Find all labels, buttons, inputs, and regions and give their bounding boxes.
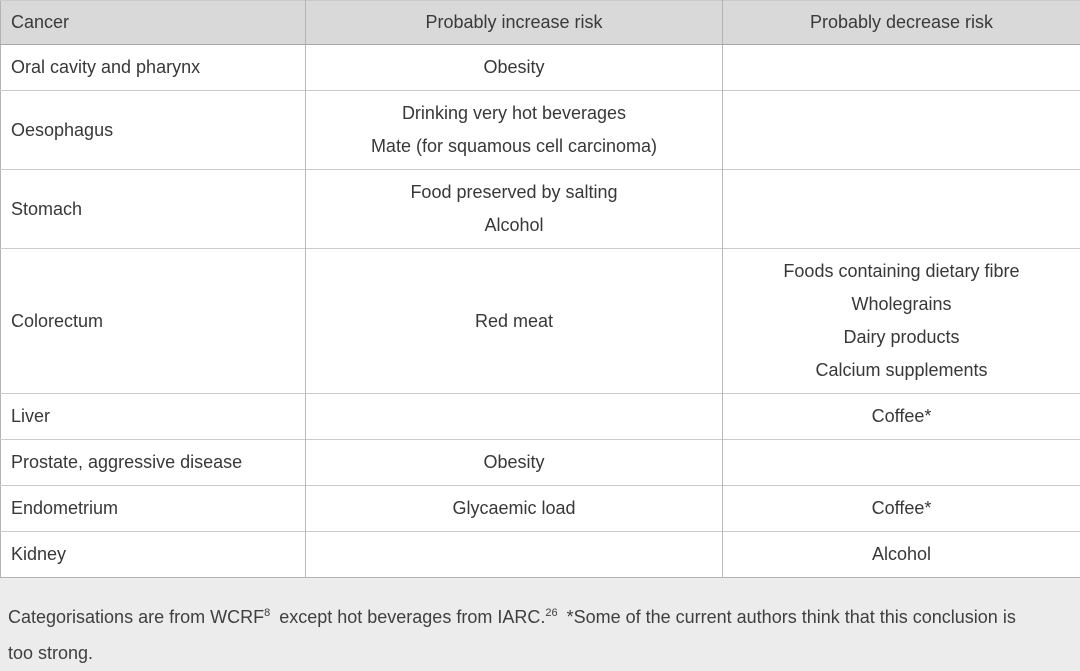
table-row: Kidney Alcohol: [0, 531, 1080, 578]
risk-item: Coffee*: [871, 406, 932, 426]
increase-risk-cell: Red meat: [305, 248, 723, 394]
risk-item: Dairy products: [843, 327, 960, 347]
decrease-risk-cell: [722, 44, 1080, 91]
table-row: Colorectum Red meat Foods containing die…: [0, 248, 1080, 394]
footnote-text-1: Categorisations are from WCRF: [8, 607, 265, 627]
decrease-risk-cell: Coffee*: [722, 485, 1080, 532]
table-row: Oral cavity and pharynx Obesity: [1, 44, 1080, 91]
header-decrease-risk: Probably decrease risk: [722, 0, 1080, 45]
increase-risk-cell: [305, 531, 723, 578]
decrease-risk-cell: [722, 90, 1080, 170]
reference-superscript-8: 8: [264, 607, 271, 619]
table-row: Oesophagus Drinking very hot beverages Ma…: [0, 90, 1080, 170]
risk-item: Mate (for squamous cell carcinoma): [370, 136, 658, 156]
risk-item: Foods containing dietary fibre: [783, 261, 1020, 281]
table-row: Stomach Food preserved by salting Alcohol: [0, 169, 1080, 249]
risk-item: Wholegrains: [851, 294, 952, 314]
cancer-risk-table: Cancer Probably increase risk Probably d…: [0, 0, 1080, 578]
decrease-risk-cell: Coffee*: [722, 393, 1080, 440]
decrease-risk-cell: [722, 439, 1080, 486]
cancer-cell: Liver: [0, 393, 306, 440]
footnote: Categorisations are from WCRF8 except hot…: [0, 578, 1032, 671]
header-cancer: Cancer: [0, 0, 306, 45]
cancer-cell: Oesophagus: [0, 90, 306, 170]
risk-item: Red meat: [474, 310, 554, 331]
header-row: Cancer Probably increase risk Probably d…: [0, 0, 1080, 45]
increase-risk-cell: Drinking very hot beverages Mate (for squ…: [305, 90, 723, 170]
increase-risk-cell: Food preserved by salting Alcohol: [305, 169, 723, 249]
footnote-text-2: except hot beverages from IARC.: [279, 607, 546, 627]
increase-risk-cell: Obesity: [305, 44, 723, 91]
cancer-cell: Kidney: [0, 531, 306, 578]
reference-superscript-26: 26: [545, 607, 558, 619]
cancer-cell: Oral cavity and pharynx: [11, 57, 201, 77]
risk-item: Drinking very hot beverages: [401, 103, 627, 123]
table-row: Liver Coffee*: [0, 393, 1080, 440]
decrease-risk-cell: [722, 169, 1080, 249]
decrease-risk-cell: Foods containing dietary fibre Wholegrain…: [722, 248, 1080, 394]
increase-risk-cell: Obesity: [305, 439, 723, 486]
risk-item: Alcohol: [484, 215, 544, 235]
table-row: Endometrium Glycaemic load Coffee*: [0, 485, 1080, 532]
table-row: Prostate, aggressive disease Obesity: [0, 439, 1080, 486]
risk-item: Coffee*: [871, 498, 932, 518]
cancer-cell: Prostate, aggressive disease: [0, 439, 306, 486]
risk-item: Obesity: [483, 57, 545, 77]
increase-risk-cell: Glycaemic load: [305, 485, 723, 532]
header-increase-risk: Probably increase risk: [305, 0, 723, 45]
cancer-cell: Stomach: [0, 169, 306, 249]
footnote-text-3: *Some of the current authors think that …: [8, 607, 1016, 663]
cancer-cell: Endometrium: [0, 485, 306, 532]
risk-item: Alcohol: [871, 544, 932, 564]
cancer-cell: Colorectum: [0, 248, 306, 394]
risk-item: Obesity: [483, 452, 545, 472]
risk-item: Glycaemic load: [452, 498, 576, 518]
increase-risk-cell: [305, 393, 723, 440]
risk-item: Food preserved by salting: [410, 182, 618, 202]
risk-item: Calcium supplements: [815, 360, 988, 380]
decrease-risk-cell: Alcohol: [722, 531, 1080, 578]
